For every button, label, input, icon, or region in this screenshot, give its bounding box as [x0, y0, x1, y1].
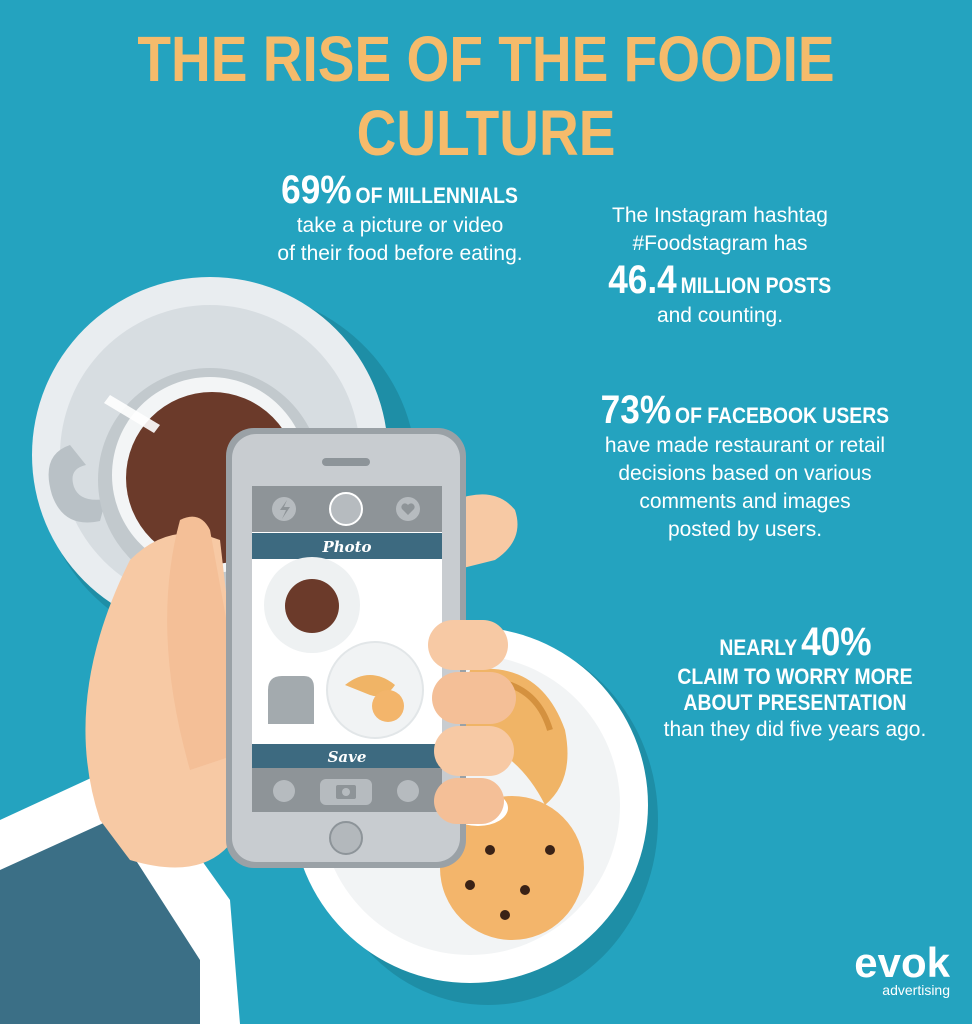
finger-4 — [434, 778, 504, 824]
stat-millennials-header: 69% OF MILLENNIALS — [282, 168, 519, 212]
logo-brand: evok — [854, 939, 950, 986]
chocolate-chip — [485, 845, 495, 855]
screen-coffee — [285, 579, 339, 633]
flash-bolt-icon — [280, 500, 290, 519]
stat-instagram-line2: #Foodstagram has — [632, 232, 808, 255]
chocolate-chip — [520, 885, 530, 895]
stat-presentation: NEARLY 40% CLAIM TO WORRY MORE ABOUT PRE… — [640, 620, 950, 744]
page-title: THE RISE OF THE FOODIE CULTURE — [137, 23, 835, 169]
stat-facebook-line1: have made restaurant or retail — [604, 434, 886, 457]
finger-1 — [428, 620, 508, 670]
stat-presentation-caption1: CLAIM TO WORRY MORE — [677, 664, 913, 689]
stat-instagram-value: 46.4 — [608, 258, 678, 302]
finger-top — [455, 494, 518, 570]
finger-3 — [434, 726, 514, 776]
stat-instagram: The Instagram hashtag #Foodstagram has 4… — [570, 202, 870, 330]
stat-instagram-line3: and counting. — [656, 304, 784, 327]
stat-presentation-prefix: NEARLY — [718, 635, 797, 660]
stat-presentation-value: 40% — [800, 620, 872, 664]
cookie — [440, 796, 584, 940]
stat-facebook-header: 73% OF FACEBOOK USERS — [601, 388, 889, 432]
stat-millennials-line2: of their food before eating. — [277, 242, 523, 265]
camera-lens-icon — [342, 788, 350, 796]
sleeve — [0, 820, 200, 1024]
stat-millennials-caption: OF MILLENNIALS — [355, 183, 519, 208]
finger-2 — [432, 672, 516, 724]
stat-presentation-caption2-wrap: ABOUT PRESENTATION — [659, 690, 932, 716]
home-button[interactable] — [329, 821, 363, 855]
stat-presentation-header: NEARLY 40% — [719, 620, 871, 664]
phone-speaker — [322, 458, 370, 466]
stat-presentation-caption1-wrap: CLAIM TO WORRY MORE — [659, 664, 932, 690]
stat-presentation-caption2: ABOUT PRESENTATION — [683, 690, 907, 715]
evok-logo: evok advertising — [820, 939, 950, 999]
chocolate-chip — [500, 910, 510, 920]
stat-millennials: 69% OF MILLENNIALS take a picture or vid… — [250, 168, 550, 268]
stat-instagram-caption: MILLION POSTS — [680, 273, 832, 298]
stat-instagram-header: 46.4 MILLION POSTS — [608, 258, 831, 302]
photo-bar — [252, 533, 442, 559]
photo-label: Photo — [321, 538, 371, 556]
screen-croissant — [345, 675, 395, 697]
save-label: Save — [328, 748, 367, 766]
screen-cookie — [372, 690, 404, 722]
menu-icon[interactable] — [273, 780, 295, 802]
switch-camera-icon[interactable] — [329, 492, 363, 526]
fullscreen-icon[interactable] — [397, 780, 419, 802]
stat-facebook: 73% OF FACEBOOK USERS have made restaura… — [580, 388, 910, 544]
stat-millennials-line1: take a picture or video — [296, 214, 504, 237]
stat-presentation-line1: than they did five years ago. — [663, 718, 927, 741]
stat-instagram-line1: The Instagram hashtag — [612, 204, 828, 227]
stat-facebook-line4: posted by users. — [667, 518, 823, 541]
stat-facebook-line2: decisions based on various — [618, 462, 872, 485]
cup-handle — [48, 445, 106, 523]
logo-tagline: advertising — [882, 982, 950, 998]
chocolate-chip — [465, 880, 475, 890]
stat-facebook-value: 73% — [600, 388, 672, 432]
spoon — [104, 395, 160, 433]
stat-facebook-line3: comments and images — [639, 490, 851, 513]
heart-shape-icon — [401, 503, 415, 515]
screen-cup — [268, 676, 314, 724]
stat-millennials-value: 69% — [281, 168, 353, 212]
stat-facebook-caption: OF FACEBOOK USERS — [675, 403, 890, 428]
save-bar[interactable] — [252, 744, 442, 768]
chocolate-chip — [545, 845, 555, 855]
